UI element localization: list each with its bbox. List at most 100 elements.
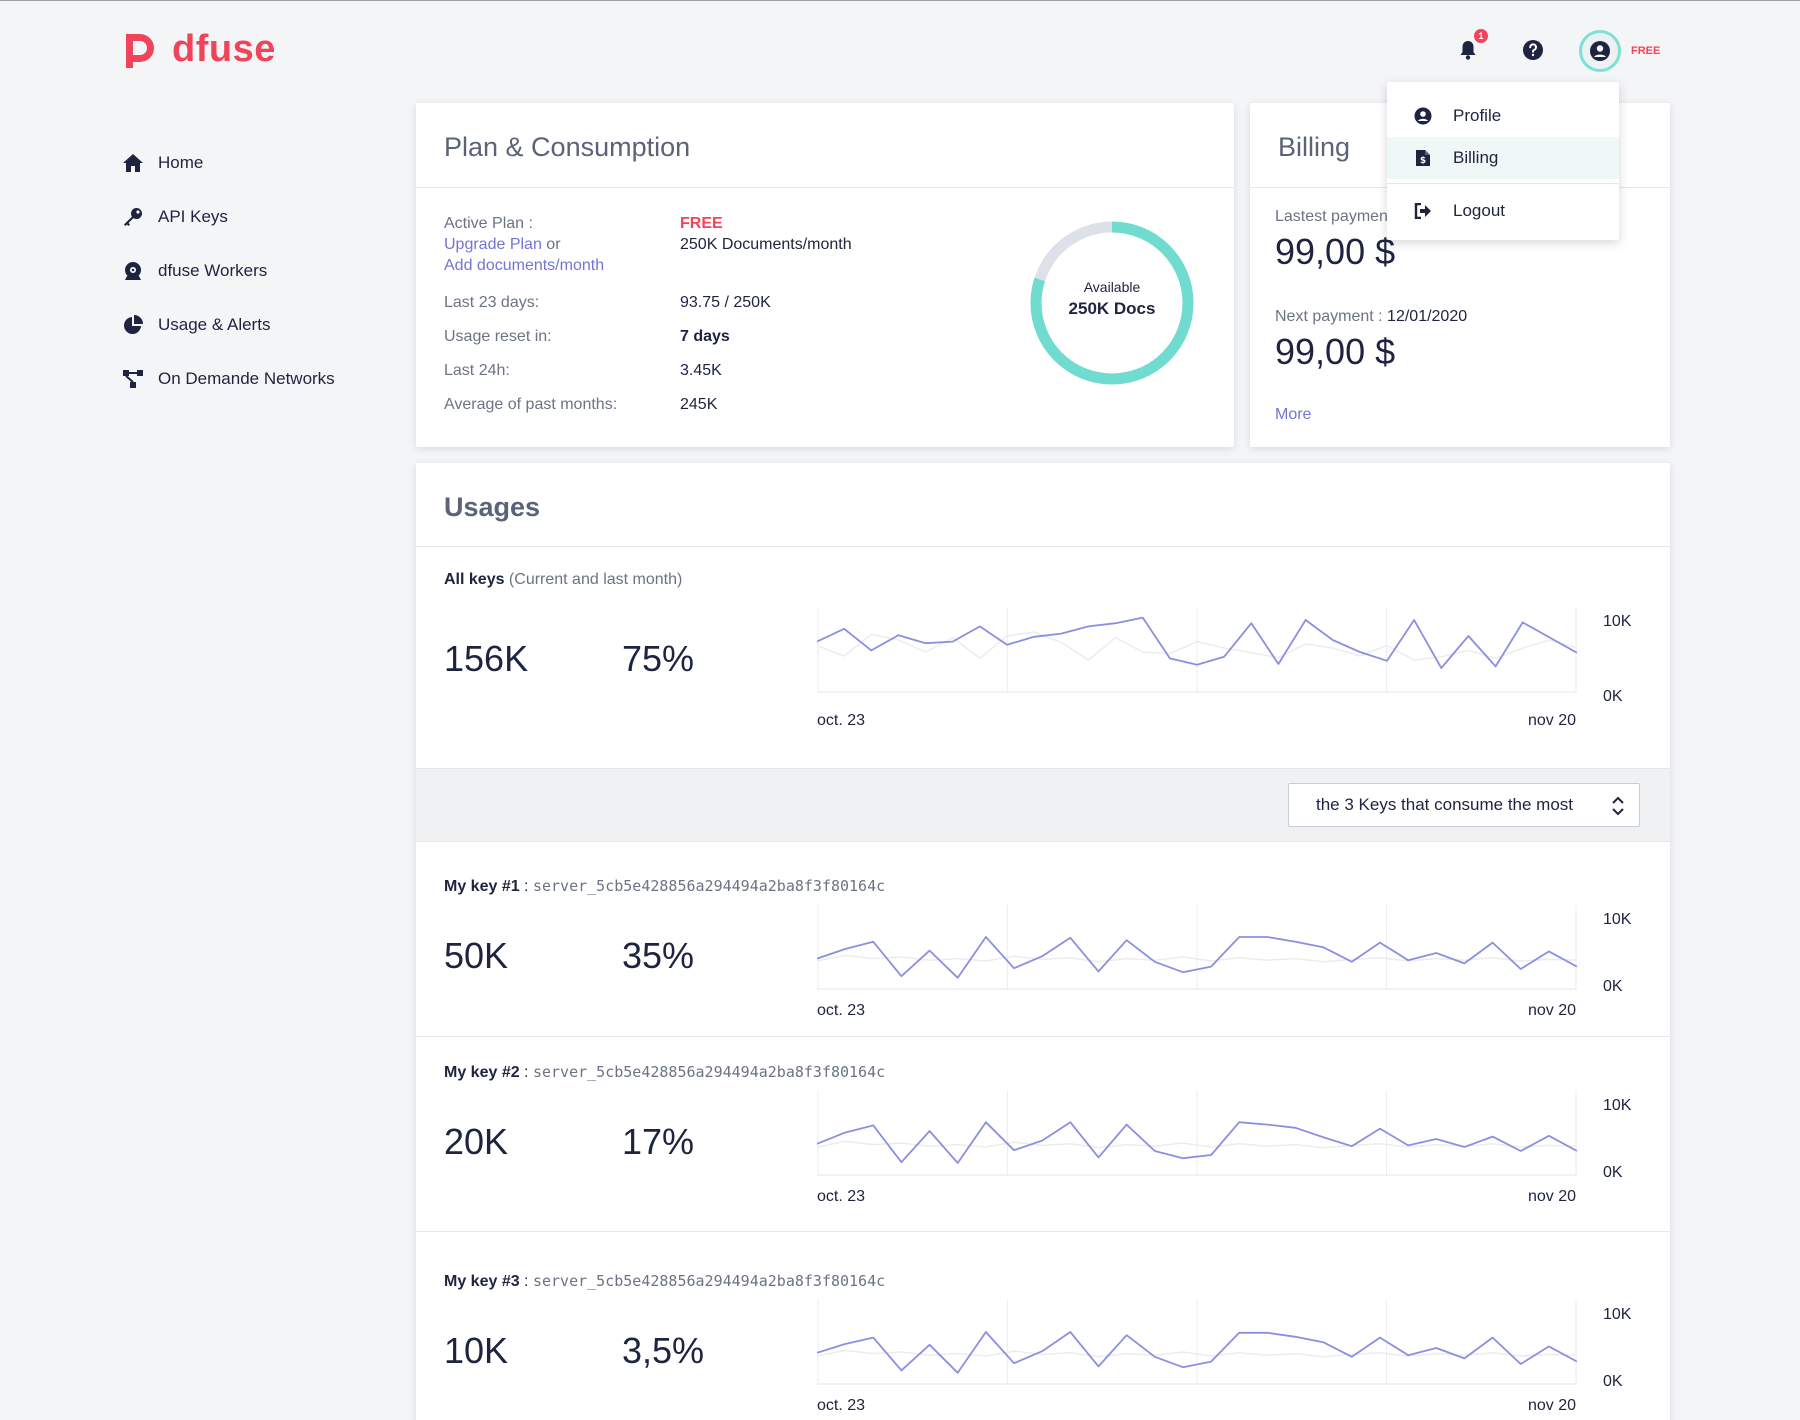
menu-item-label: Profile [1453, 106, 1502, 125]
x-axis-start: oct. 23 [817, 712, 866, 729]
row-label: Last 23 days: [444, 294, 540, 311]
upgrade-plan-link[interactable]: Upgrade Plan [444, 236, 542, 253]
last-payment-label: Lastest paymen [1275, 208, 1388, 225]
key-id: server_5cb5e428856a294494a2ba8f3f80164c [532, 877, 886, 895]
sidebar-item-label: Home [158, 153, 204, 172]
worker-icon [125, 262, 141, 280]
menu-item-label: Billing [1453, 148, 1499, 167]
row-value: 3.45K [680, 362, 722, 379]
next-payment-label: Next payment : [1275, 308, 1388, 325]
x-axis-start: oct. 23 [817, 1188, 866, 1205]
add-documents-link[interactable]: Add documents/month [444, 257, 605, 274]
bell-icon[interactable] [1456, 38, 1480, 62]
sidebar-item-label: API Keys [158, 207, 228, 226]
active-plan-value: FREE [680, 215, 723, 232]
plan-row: Usage reset in: 7 days [444, 326, 852, 347]
home-icon [123, 154, 143, 172]
sidebar: Home API Keys dfuse Workers Usage & Aler… [122, 136, 402, 406]
row-value: 7 days [680, 328, 730, 345]
key-separator: : [519, 1064, 533, 1081]
key-id: server_5cb5e428856a294494a2ba8f3f80164c [532, 1063, 886, 1081]
section-divider [416, 1231, 1670, 1232]
usage-all-keys: All keys (Current and last month) 156K 7… [416, 548, 1670, 768]
sidebar-item-label: dfuse Workers [158, 261, 268, 280]
plan-consumption-card: Plan & Consumption Active Plan : Upgrade… [416, 103, 1234, 447]
series-line-current [817, 1121, 1577, 1164]
key-icon [124, 208, 142, 226]
usage-chart-key-2 [817, 1091, 1577, 1176]
x-axis-end: nov 20 [1528, 1002, 1577, 1019]
x-axis-end: nov 20 [1528, 712, 1577, 729]
sidebar-item-usage-alerts[interactable]: Usage & Alerts [122, 298, 402, 352]
help-icon[interactable] [1521, 38, 1545, 62]
section-heading: All keys (Current and last month) [444, 571, 682, 589]
menu-item-logout[interactable]: Logout [1387, 190, 1619, 232]
series-line-current [817, 616, 1577, 669]
usage-key-1: My key #1 : server_5cb5e428856a294494a2b… [416, 842, 1670, 1027]
next-payment-amount: 99,00 $ [1275, 331, 1396, 372]
avatar[interactable] [1579, 30, 1621, 72]
billing-more-link[interactable]: More [1275, 406, 1312, 423]
y-axis-min: 0K [1603, 978, 1623, 995]
logo[interactable]: dfuse [122, 28, 276, 71]
row-value: 245K [680, 396, 718, 413]
row-value: 93.75 / 250K [680, 294, 771, 311]
plan-row: Last 23 days: 93.75 / 250K [444, 292, 852, 313]
y-axis-max: 10K [1603, 613, 1632, 630]
series-line-current [817, 1331, 1577, 1374]
section-heading: My key #3 : server_5cb5e428856a294494a2b… [444, 1272, 885, 1291]
keys-filter-bar: the 3 Keys that consume the most [416, 768, 1670, 842]
x-axis-start: oct. 23 [817, 1397, 866, 1414]
y-axis-min: 0K [1603, 688, 1623, 705]
section-heading: My key #1 : server_5cb5e428856a294494a2b… [444, 877, 885, 896]
usage-total: 156K [444, 638, 529, 679]
active-plan-label: Active Plan : [444, 215, 533, 232]
top-keys-select[interactable]: the 3 Keys that consume the most [1288, 783, 1640, 827]
menu-item-billing[interactable]: $ Billing [1387, 137, 1619, 179]
usage-chart-key-3 [817, 1300, 1577, 1385]
plan-details: Active Plan : Upgrade Plan or Add docume… [444, 213, 852, 428]
user-dropdown-menu: Profile $ Billing Logout [1387, 82, 1619, 240]
usage-total: 50K [444, 935, 509, 976]
key-separator: : [519, 878, 533, 895]
logo-text: dfuse [172, 28, 276, 70]
pie-chart-icon [124, 315, 143, 334]
sidebar-item-label: Usage & Alerts [158, 315, 271, 334]
usage-key-3: My key #3 : server_5cb5e428856a294494a2b… [416, 1232, 1670, 1420]
usages-card: Usages All keys (Current and last month)… [416, 463, 1670, 1420]
usage-key-2: My key #2 : server_5cb5e428856a294494a2b… [416, 1037, 1670, 1222]
next-payment: Next payment : 12/01/2020 [1275, 308, 1467, 326]
top-border [0, 0, 1800, 1]
sidebar-item-dfuse-workers[interactable]: dfuse Workers [122, 244, 402, 298]
plan-docs-value: 250K Documents/month [680, 236, 852, 253]
section-divider [416, 1036, 1670, 1037]
logout-icon [1414, 203, 1431, 219]
sidebar-item-home[interactable]: Home [122, 136, 402, 190]
usage-percent: 35% [622, 935, 695, 976]
sidebar-item-on-demande-networks[interactable]: On Demande Networks [122, 352, 402, 406]
x-axis-end: nov 20 [1528, 1188, 1577, 1205]
key-label: My key #3 [444, 1273, 520, 1290]
key-label: My key #1 [444, 878, 520, 895]
usage-total: 10K [444, 1330, 509, 1371]
row-label: Last 24h: [444, 362, 510, 379]
section-heading: My key #2 : server_5cb5e428856a294494a2b… [444, 1063, 885, 1082]
usage-chart-all-keys [817, 608, 1577, 693]
svg-text:$: $ [1420, 156, 1426, 166]
menu-item-profile[interactable]: Profile [1387, 95, 1619, 137]
next-payment-date: 12/01/2020 [1387, 308, 1468, 325]
plan-row: Average of past months: 245K [444, 394, 852, 415]
card-title: Usages [416, 463, 1670, 547]
key-id: server_5cb5e428856a294494a2ba8f3f80164c [532, 1272, 886, 1290]
menu-divider [1387, 183, 1619, 184]
row-label: Usage reset in: [444, 328, 552, 345]
invoice-icon: $ [1416, 150, 1430, 166]
chevron-up-down-icon [1612, 796, 1624, 816]
sidebar-item-api-keys[interactable]: API Keys [122, 190, 402, 244]
sidebar-item-label: On Demande Networks [158, 369, 335, 388]
key-label: My key #2 [444, 1064, 520, 1081]
section-label: All keys [444, 571, 505, 588]
usage-percent: 3,5% [622, 1330, 705, 1371]
row-label: Average of past months: [444, 396, 618, 413]
network-icon [123, 370, 143, 388]
